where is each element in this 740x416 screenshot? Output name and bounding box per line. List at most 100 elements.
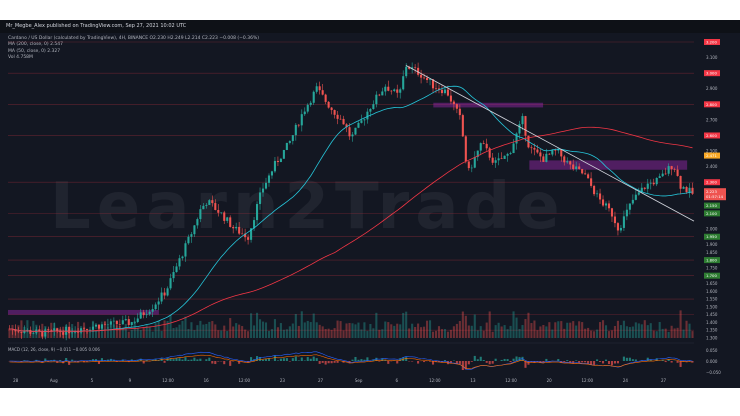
- volume-bar: [560, 321, 563, 338]
- macd-bar: [625, 357, 628, 361]
- candle-body: [273, 160, 276, 172]
- volume-bar: [458, 321, 461, 338]
- level-tag: [704, 233, 720, 240]
- candle-body: [575, 166, 578, 170]
- candle-body: [679, 175, 682, 189]
- candle-body: [494, 160, 497, 163]
- volume-bar: [476, 330, 479, 338]
- x-tick-label: 28: [13, 378, 19, 383]
- candle-body: [428, 79, 432, 81]
- macd-bar: [405, 357, 408, 361]
- macd-bar: [169, 358, 172, 361]
- volume-bar: [521, 325, 524, 338]
- volume-bar: [53, 323, 56, 338]
- candle-body: [384, 86, 387, 92]
- volume-bar: [455, 323, 458, 338]
- macd-bar: [378, 361, 381, 362]
- volume-bar: [470, 325, 473, 338]
- volume-bar: [423, 326, 426, 338]
- volume-bar: [270, 329, 274, 338]
- macd-bar: [470, 361, 473, 362]
- macd-bar: [610, 361, 614, 366]
- volume-bar: [378, 329, 381, 338]
- volume-bar: [402, 312, 405, 338]
- macd-bar: [291, 358, 294, 361]
- candle-body: [509, 153, 512, 154]
- candle-body: [688, 187, 691, 193]
- volume-bar: [273, 319, 276, 338]
- candle-body: [100, 324, 103, 329]
- volume-bar: [691, 331, 694, 338]
- candle-body: [136, 318, 139, 323]
- candle-body: [390, 90, 393, 92]
- y-tick-label: 1.600: [706, 289, 718, 294]
- macd-bar: [399, 358, 402, 361]
- watermark: Learn2Trade: [50, 170, 566, 244]
- candle-body: [414, 67, 417, 68]
- macd-bar: [127, 361, 130, 362]
- volume-bar: [411, 323, 414, 338]
- volume-bar: [437, 326, 441, 338]
- volume-bar: [181, 320, 184, 338]
- y-tick-label: 1.500: [706, 304, 718, 309]
- macd-bar: [512, 358, 515, 361]
- x-tick-label: 12:00: [239, 378, 251, 383]
- candle-body: [482, 143, 485, 144]
- macd-bar: [628, 357, 631, 361]
- macd-bar: [518, 357, 521, 361]
- price-chart[interactable]: MACD (12, 26, close, 9) −0.011 −0.005 0.…: [0, 20, 740, 388]
- x-tick-label: 5: [91, 378, 94, 383]
- candle-body: [202, 205, 205, 210]
- volume-bar: [250, 313, 253, 338]
- macd-bar: [264, 358, 268, 361]
- volume-bar: [557, 321, 560, 338]
- macd-bar: [423, 361, 426, 363]
- volume-bar: [369, 323, 372, 338]
- volume-bar: [408, 328, 411, 338]
- level-tag: [704, 39, 720, 45]
- volume-bar: [11, 324, 14, 338]
- ma50-line: MA (50, close, 0) 2.327: [8, 48, 61, 54]
- volume-bar: [524, 319, 527, 338]
- symbol-line: Cardano / US Dollar (calculated by Tradi…: [8, 36, 259, 41]
- candle-body: [661, 173, 664, 177]
- macd-bar: [366, 357, 369, 361]
- volume-bar: [679, 310, 682, 338]
- macd-bar: [417, 361, 420, 364]
- candle-body: [71, 332, 74, 334]
- volume-bar: [14, 331, 17, 338]
- candle-body: [613, 216, 617, 224]
- volume-bar: [56, 327, 59, 338]
- candle-body: [348, 127, 351, 137]
- macd-bar: [527, 361, 530, 365]
- candle-body: [440, 89, 444, 94]
- macd-tick-label: −0.050: [706, 370, 721, 375]
- volume-bar: [163, 320, 166, 338]
- volume-bar: [393, 325, 396, 338]
- macd-bar: [581, 361, 584, 363]
- volume-bar: [157, 320, 160, 338]
- volume-bar: [106, 326, 109, 338]
- macd-bar: [428, 361, 432, 362]
- volume-bar: [103, 321, 106, 338]
- volume-bar: [584, 328, 587, 338]
- macd-bar: [157, 360, 160, 361]
- volume-bar: [294, 314, 297, 338]
- level-tag: [704, 272, 720, 279]
- volume-bar: [235, 323, 238, 338]
- candle-body: [321, 90, 324, 95]
- macd-bar: [545, 358, 548, 361]
- volume-bar: [563, 328, 566, 338]
- volume-bar: [360, 329, 363, 338]
- candle-body: [178, 258, 181, 267]
- candle-body: [479, 143, 482, 151]
- macd-bar: [509, 361, 512, 363]
- level-tag-label: 3.200: [706, 40, 717, 45]
- volume-bar: [342, 330, 345, 338]
- macd-bar: [261, 359, 265, 361]
- candle-body: [211, 200, 214, 204]
- volume-bar: [381, 329, 384, 338]
- volume-bar: [372, 328, 375, 338]
- volume-bar: [127, 331, 130, 338]
- y-tick-label: 1.850: [706, 250, 718, 255]
